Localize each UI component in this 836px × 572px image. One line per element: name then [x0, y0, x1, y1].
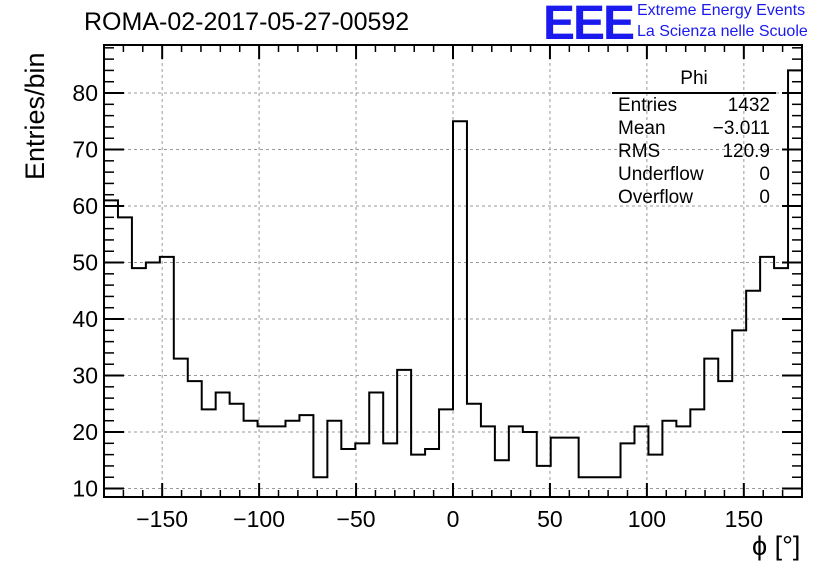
stats-label: RMS	[618, 141, 661, 162]
y-tick-label: 70	[72, 137, 98, 163]
stats-row-overflow: Overflow 0	[610, 186, 778, 209]
x-tick-label: −100	[233, 506, 285, 532]
stats-value: −3.011	[712, 118, 770, 139]
stats-value: 1432	[727, 95, 770, 116]
y-axis-label: Entries/bin	[20, 52, 50, 180]
x-tick-label: −150	[136, 506, 188, 532]
stats-row-mean: Mean −3.011	[610, 117, 778, 140]
y-tick-label: 30	[72, 363, 98, 389]
stats-label: Entries	[618, 95, 678, 116]
org-name-line2: La Scienza nelle Scuole	[637, 23, 808, 40]
run-title: ROMA-02-2017-05-27-00592	[84, 8, 410, 36]
x-tick-label: 50	[537, 506, 563, 532]
stats-title: Phi	[612, 68, 776, 94]
y-tick-label: 10	[72, 476, 98, 502]
stats-value: 120.9	[722, 141, 770, 162]
stats-value: 0	[759, 187, 770, 208]
y-tick-label: 60	[72, 193, 98, 219]
y-tick-label: 80	[72, 80, 98, 106]
x-tick-label: 0	[447, 506, 460, 532]
stats-row-entries: Entries 1432	[610, 94, 778, 117]
x-tick-label: 150	[725, 506, 763, 532]
stats-row-rms: RMS 120.9	[610, 140, 778, 163]
y-tick-label: 20	[72, 419, 98, 445]
x-axis-label: ϕ [°]	[752, 531, 801, 561]
stats-label: Mean	[618, 118, 666, 139]
stats-label: Underflow	[618, 164, 704, 185]
histogram-step-line	[104, 69, 802, 479]
stats-value: 0	[759, 164, 770, 185]
stats-box: Phi Entries 1432 Mean −3.011 RMS 120.9 U…	[610, 68, 778, 209]
x-tick-label: 100	[628, 506, 666, 532]
eee-logo: EEE	[543, 0, 635, 50]
org-name-line1: Extreme Energy Events	[637, 2, 806, 19]
y-tick-label: 40	[72, 306, 98, 332]
y-tick-label: 50	[72, 250, 98, 276]
stats-row-underflow: Underflow 0	[610, 163, 778, 186]
stats-label: Overflow	[618, 187, 693, 208]
x-tick-label: −50	[337, 506, 376, 532]
